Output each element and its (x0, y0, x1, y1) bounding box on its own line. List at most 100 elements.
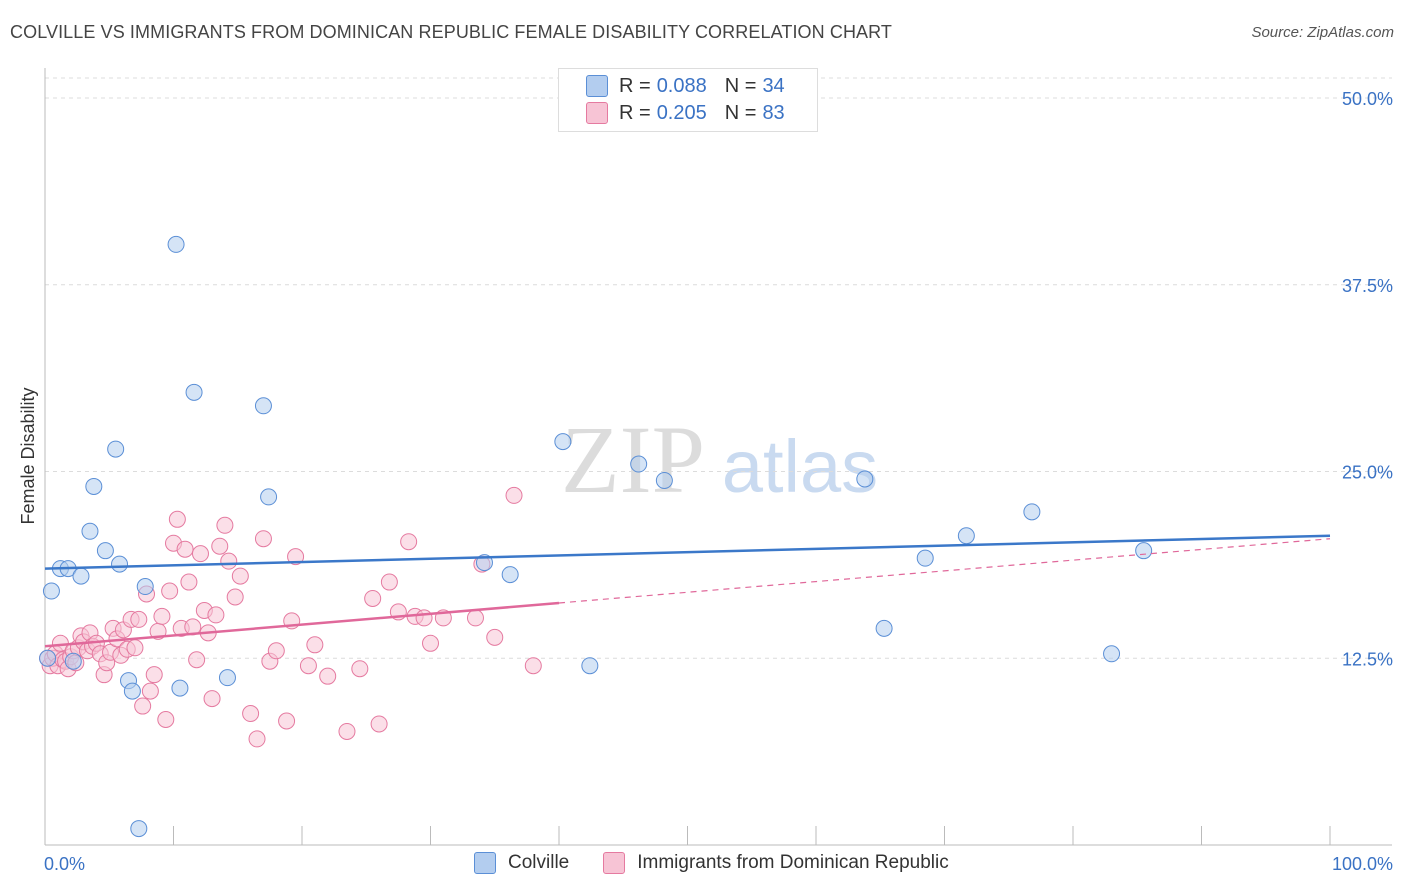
dominican-point (226, 588, 244, 606)
dominican-point (130, 610, 148, 628)
series-label-colville: Colville (508, 852, 570, 873)
colville-point (875, 619, 893, 637)
colville-point (167, 235, 185, 253)
series-colville (39, 235, 1153, 838)
dominican-point (207, 606, 225, 624)
source-label: Source: ZipAtlas.com (1251, 24, 1394, 41)
colville-point (39, 649, 57, 667)
legend-n-value: 34 (762, 74, 785, 97)
colville-point (1103, 645, 1121, 663)
colville-point (171, 679, 189, 697)
dominican-point (141, 682, 159, 700)
dominican-point (145, 666, 163, 684)
legend-r-label: R = (619, 101, 651, 124)
colville-point (1023, 503, 1041, 521)
colville-point (64, 652, 82, 670)
dominican-point (168, 510, 186, 528)
legend-row-colville: R = 0.088 N = 34 (586, 73, 785, 99)
dominican-point (180, 573, 198, 591)
y-tick-label: 37.5% (1342, 276, 1393, 296)
colville-point (856, 470, 874, 488)
dominican-point (267, 642, 285, 660)
dominican-point (254, 530, 272, 548)
dominican-point (415, 609, 433, 627)
legend-swatch-colville (586, 75, 608, 97)
dominican-point (306, 636, 324, 654)
y-tick-label: 25.0% (1342, 463, 1393, 483)
colville-trend-line (44, 534, 1331, 570)
legend-n-value: 83 (762, 101, 785, 124)
dominican-point (176, 540, 194, 558)
colville-point (136, 578, 154, 596)
dominican-point (211, 537, 229, 555)
colville-point (218, 669, 236, 687)
series-swatch-dominican (603, 852, 626, 874)
dominican-point (242, 705, 260, 723)
chart-title: COLVILLE VS IMMIGRANTS FROM DOMINICAN RE… (10, 22, 893, 42)
series-legend-item-colville: Colville (474, 852, 569, 874)
dominican-point (370, 715, 388, 733)
legend-r-label: R = (619, 74, 651, 97)
colville-point (72, 567, 90, 585)
colville-point (554, 433, 572, 451)
colville-point (957, 527, 975, 545)
series-legend: Colville Immigrants from Dominican Repub… (474, 852, 983, 874)
colville-point (630, 455, 648, 473)
dominican-point (505, 486, 523, 504)
legend-n-label: N = (724, 101, 757, 124)
dominican-point (203, 690, 221, 708)
colville-point (85, 477, 103, 495)
legend-row-dominican: R = 0.205 N = 83 (586, 100, 785, 126)
dominican-point (248, 730, 266, 748)
colville-point (1135, 542, 1153, 560)
dominican-trend-line (44, 601, 560, 648)
dominican-point (524, 657, 542, 675)
y-tick-label: 12.5% (1342, 649, 1393, 669)
dominican-point (231, 567, 249, 585)
dominican-point (364, 589, 382, 607)
series-legend-item-dominican: Immigrants from Dominican Republic (603, 852, 949, 874)
colville-point (254, 397, 272, 415)
legend-r-value: 0.088 (656, 74, 707, 97)
y-tick-label: 50.0% (1342, 89, 1393, 109)
colville-point (42, 582, 60, 600)
correlation-legend: R = 0.088 N = 34 R = 0.205 N = 83 (558, 68, 818, 132)
legend-r-value: 0.205 (656, 101, 707, 124)
dominican-point (161, 582, 179, 600)
colville-point (655, 471, 673, 489)
colville-point (185, 383, 203, 401)
dominican-point (134, 697, 152, 715)
dominican-point (220, 552, 238, 570)
dominican-point (380, 573, 398, 591)
colville-point (581, 657, 599, 675)
colville-point (111, 555, 129, 573)
colville-point (501, 566, 519, 584)
dominican-point (126, 639, 144, 657)
dominican-point (153, 607, 171, 625)
dominican-point (422, 634, 439, 652)
legend-n-label: N = (724, 74, 757, 97)
series-label-dominican: Immigrants from Dominican Republic (637, 852, 949, 873)
dominican-point (191, 545, 209, 563)
dominican-point (338, 722, 356, 740)
colville-point (916, 549, 934, 567)
colville-point (260, 488, 278, 506)
watermark-atlas: atlas (722, 425, 878, 508)
dominican-point (319, 667, 337, 685)
y-axis-label: Female Disability (18, 387, 38, 524)
colville-point (130, 820, 148, 838)
colville-point (107, 440, 125, 458)
legend-swatch-dominican (586, 102, 608, 124)
dominican-point (157, 711, 175, 729)
series-swatch-colville (474, 852, 496, 874)
dominican-point (216, 516, 234, 534)
dominican-point (287, 548, 305, 566)
dominican-point (278, 712, 296, 730)
dominican-point (188, 651, 206, 669)
x-tick-label-min: 0.0% (44, 854, 85, 874)
dominican-point (351, 660, 369, 678)
dominican-point (486, 628, 504, 646)
colville-point (123, 682, 141, 700)
dominican-point (299, 657, 317, 675)
